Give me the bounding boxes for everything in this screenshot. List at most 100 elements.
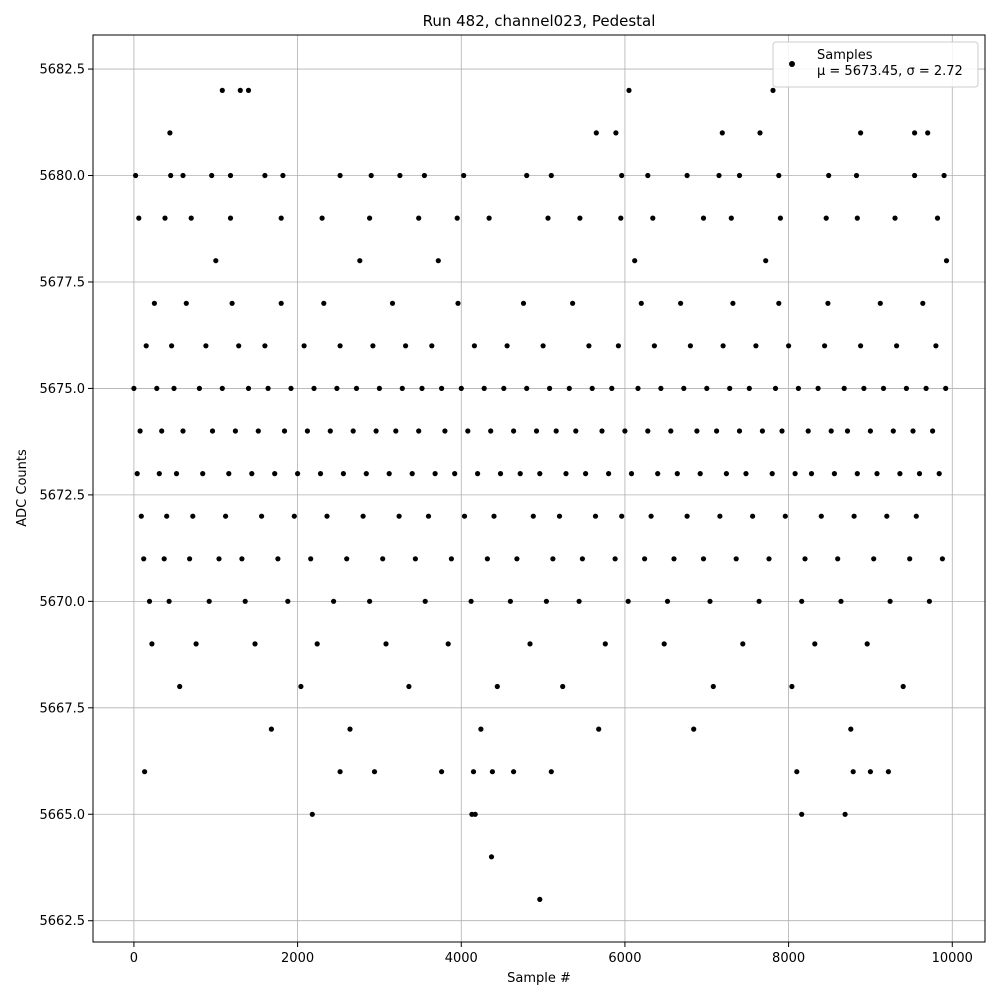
data-point: [216, 556, 222, 562]
data-point: [589, 385, 595, 391]
data-point: [825, 300, 831, 306]
data-point: [769, 471, 775, 477]
legend-box: [772, 41, 979, 88]
data-point: [717, 513, 723, 519]
data-point: [432, 471, 438, 477]
data-point: [740, 641, 746, 647]
data-point: [497, 471, 504, 477]
data-point: [311, 385, 317, 391]
data-point: [376, 385, 382, 391]
data-point: [894, 343, 900, 349]
data-point: [527, 641, 533, 647]
data-point: [628, 471, 635, 477]
data-point: [180, 428, 186, 434]
data-point: [295, 471, 301, 477]
data-point: [262, 343, 268, 349]
data-point: [239, 556, 245, 562]
data-point: [619, 172, 625, 179]
data-point: [288, 385, 294, 391]
data-point: [425, 513, 432, 519]
data-point: [792, 471, 798, 477]
data-point: [183, 300, 189, 306]
data-point: [421, 172, 427, 179]
data-point: [885, 769, 892, 775]
data-point: [488, 854, 495, 860]
data-point: [871, 556, 877, 562]
data-point: [209, 172, 215, 179]
data-point: [566, 385, 572, 391]
data-point: [759, 428, 766, 434]
data-point: [445, 641, 451, 647]
data-point: [219, 385, 225, 391]
data-point: [651, 343, 658, 349]
data-point: [486, 215, 492, 221]
data-point: [916, 471, 923, 477]
data-point: [229, 300, 235, 306]
data-point: [161, 556, 167, 562]
data-point: [543, 598, 550, 604]
data-point: [753, 343, 759, 349]
data-point: [736, 172, 743, 179]
data-point: [671, 556, 677, 562]
data-point: [933, 343, 939, 349]
data-point: [193, 641, 199, 647]
data-point: [403, 343, 409, 349]
data-point: [439, 769, 445, 775]
data-point: [613, 130, 619, 136]
data-point: [776, 300, 782, 306]
data-point: [138, 513, 144, 519]
data-point: [180, 172, 186, 179]
legend-marker: [789, 61, 795, 67]
data-point: [632, 258, 638, 264]
data-point: [903, 385, 910, 391]
data-point: [455, 300, 461, 306]
data-point: [763, 258, 769, 264]
data-point: [779, 428, 785, 434]
data-point: [131, 385, 137, 391]
data-point: [422, 598, 428, 604]
data-point: [429, 343, 435, 349]
data-point: [461, 172, 467, 179]
data-point: [930, 428, 936, 434]
data-point: [770, 87, 776, 93]
data-point: [419, 385, 425, 391]
data-point: [331, 598, 337, 604]
data-point: [818, 513, 824, 519]
data-point: [409, 471, 415, 477]
data-point: [650, 215, 656, 221]
y-tick-label: 5665.0: [40, 808, 86, 823]
data-point: [357, 258, 363, 264]
y-axis-label: ADC Counts: [15, 449, 30, 527]
y-tick-label: 5672.5: [40, 488, 86, 503]
data-point: [537, 896, 543, 903]
data-point: [383, 641, 389, 647]
y-tick-label: 5670.0: [40, 595, 86, 610]
data-point: [638, 300, 644, 306]
data-point: [520, 300, 527, 306]
data-point: [936, 471, 942, 477]
data-point: [223, 513, 229, 519]
data-point: [156, 471, 162, 477]
data-point: [353, 385, 360, 391]
data-point: [750, 513, 756, 519]
x-tick-label: 10000: [932, 951, 973, 966]
data-point: [416, 428, 422, 434]
data-point: [151, 300, 157, 306]
data-point: [468, 598, 474, 604]
x-tick-label: 0: [130, 951, 138, 966]
data-point: [757, 130, 763, 136]
data-point: [340, 471, 346, 477]
data-point: [635, 385, 641, 391]
data-point: [540, 343, 546, 349]
data-point: [481, 385, 487, 391]
data-point: [550, 556, 556, 562]
data-point: [162, 215, 168, 221]
data-point: [154, 385, 160, 391]
data-point: [494, 683, 500, 690]
data-point: [719, 130, 725, 136]
data-point: [227, 172, 234, 179]
data-point: [842, 811, 848, 817]
data-point: [920, 300, 926, 306]
data-point: [344, 556, 350, 562]
data-point: [880, 385, 887, 391]
